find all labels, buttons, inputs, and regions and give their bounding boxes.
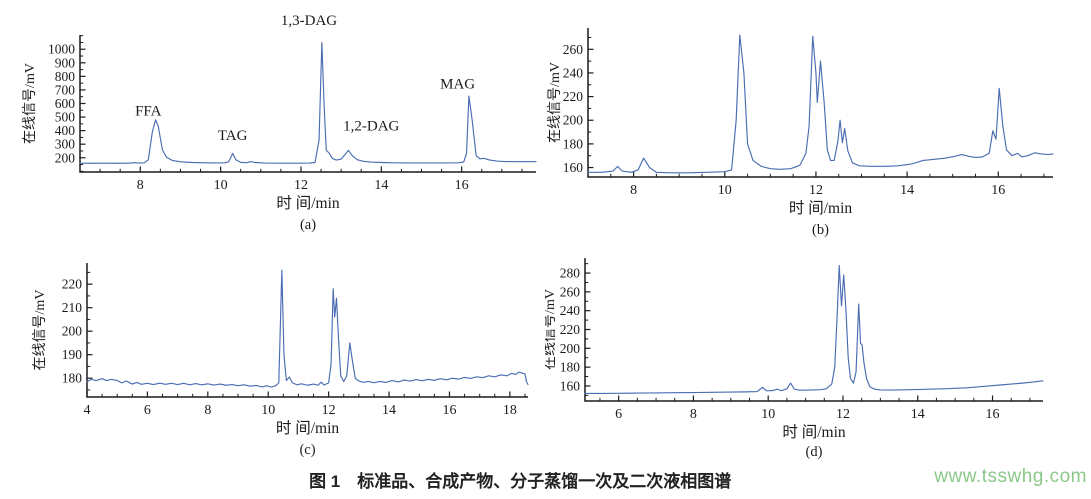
panel-letter: (d): [806, 444, 823, 459]
y-tick-label: 160: [563, 160, 584, 175]
peak-annotation: 1,3-DAG: [281, 13, 337, 29]
x-tick-label: 16: [991, 183, 1005, 198]
chromatogram-panel-b: 160 180 200 220 240 260 8 10 12 14 16 时 间/min 在线信号/m…: [545, 0, 1091, 246]
x-axis-label: 时 间/min: [276, 419, 340, 437]
chromatogram-panel-c: 180 190 200 210 220 4 6 8 10 12 14 16 18 时 间/min 在线信号/…: [0, 246, 545, 459]
x-tick-label: 10: [261, 403, 275, 418]
x-tick-label: 10: [718, 183, 732, 198]
x-tick-label: 18: [503, 403, 517, 418]
y-tick-label: 700: [55, 82, 76, 97]
y-tick-label: 200: [62, 324, 83, 339]
x-tick-label: 12: [322, 403, 336, 418]
peak-annotation: TAG: [218, 128, 248, 144]
y-tick-label: 180: [563, 136, 584, 151]
panel-letter: (c): [299, 442, 315, 458]
x-tick-label: 12: [836, 407, 850, 422]
y-tick-label: 220: [560, 322, 581, 337]
chromatogram-trace: [86, 269, 529, 388]
panel-d-plot: 160 180 200 220 240 260 280 6 8 10 12 14 16 时 间/min 在线…: [545, 258, 1044, 459]
y-tick-label: 240: [560, 303, 581, 318]
x-tick-label: 14: [374, 178, 388, 193]
watermark-text: www.tsswhg.com: [934, 466, 1087, 487]
y-tick-label: 180: [62, 371, 83, 386]
x-tick-label: 8: [630, 183, 637, 198]
y-tick-label: 500: [55, 110, 76, 125]
x-tick-label: 8: [204, 403, 211, 418]
y-tick-label: 190: [62, 347, 83, 362]
x-tick-label: 14: [911, 407, 925, 422]
y-axis-label: 在线信号/mV: [547, 62, 563, 143]
y-tick-label: 200: [560, 341, 581, 356]
x-axis-label: 时 间/min: [276, 194, 340, 212]
panel-letter: (a): [300, 217, 316, 233]
peak-annotation: MAG: [440, 77, 475, 93]
y-tick-label: 220: [62, 277, 83, 292]
x-tick-label: 16: [442, 403, 456, 418]
chromatogram-trace: [79, 41, 537, 164]
panel-b-plot: 160 180 200 220 240 260 8 10 12 14 16 时 间/min 在线信号/m…: [547, 28, 1054, 238]
chromatogram-trace: [584, 264, 1044, 395]
y-tick-label: 200: [563, 113, 584, 128]
axis-spines: [584, 258, 1043, 402]
x-tick-label: 16: [986, 407, 1000, 422]
axis-spines: [587, 28, 1053, 178]
x-tick-label: 10: [761, 407, 775, 422]
y-tick-label: 280: [560, 266, 581, 281]
x-tick-label: 12: [294, 178, 308, 193]
y-tick-label: 180: [560, 360, 581, 375]
y-tick-label: 300: [55, 137, 76, 152]
x-axis-label: 时 间/min: [782, 423, 846, 441]
x-tick-label: 6: [615, 407, 622, 422]
x-tick-label: 12: [809, 183, 823, 198]
y-tick-label: 210: [62, 300, 83, 315]
y-axis-label: 在线信号/mV: [545, 289, 558, 370]
x-tick-label: 16: [455, 178, 469, 193]
y-tick-label: 1000: [48, 42, 75, 57]
y-tick-label: 600: [55, 96, 76, 111]
chromatogram-panel-d: 160 180 200 220 240 260 280 6 8 10 12 14 16 时 间/min 在线…: [545, 246, 1091, 459]
y-tick-label: 220: [563, 89, 584, 104]
y-tick-label: 160: [560, 378, 581, 393]
chromatogram-panel-a: 200 300 400 500 600 700 800 900 1000 8 10 12 14 16 FFA…: [0, 0, 545, 246]
y-tick-label: 240: [563, 65, 584, 80]
x-tick-label: 4: [84, 403, 91, 418]
x-tick-label: 6: [144, 403, 151, 418]
y-tick-label: 260: [560, 284, 581, 299]
y-axis-label: 在线信号/mV: [32, 290, 48, 371]
y-tick-label: 800: [55, 69, 76, 84]
chromatogram-trace: [587, 34, 1054, 174]
x-tick-label: 10: [214, 178, 228, 193]
y-tick-label: 260: [563, 42, 584, 57]
x-tick-label: 14: [382, 403, 396, 418]
x-tick-label: 14: [900, 183, 914, 198]
y-axis-label: 在线信号/mV: [22, 63, 38, 144]
axis-spines: [86, 263, 528, 398]
x-tick-label: 8: [690, 407, 697, 422]
caption-row: 图 1 标准品、合成产物、分子蒸馏一次及二次液相图谱 www.tsswhg.co…: [0, 459, 1091, 499]
y-tick-label: 900: [55, 55, 76, 70]
peak-annotation: 1,2-DAG: [343, 119, 399, 135]
x-axis-label: 时 间/min: [789, 199, 853, 217]
peak-annotation: FFA: [135, 104, 162, 120]
panel-c-plot: 180 190 200 210 220 4 6 8 10 12 14 16 18 时 间/min 在线信号/…: [32, 263, 529, 458]
panel-letter: (b): [812, 222, 829, 238]
y-tick-label: 200: [55, 150, 76, 165]
x-tick-label: 8: [137, 178, 144, 193]
figure-caption: 图 1 标准品、合成产物、分子蒸馏一次及二次液相图谱: [309, 472, 732, 491]
y-tick-label: 400: [55, 123, 76, 138]
